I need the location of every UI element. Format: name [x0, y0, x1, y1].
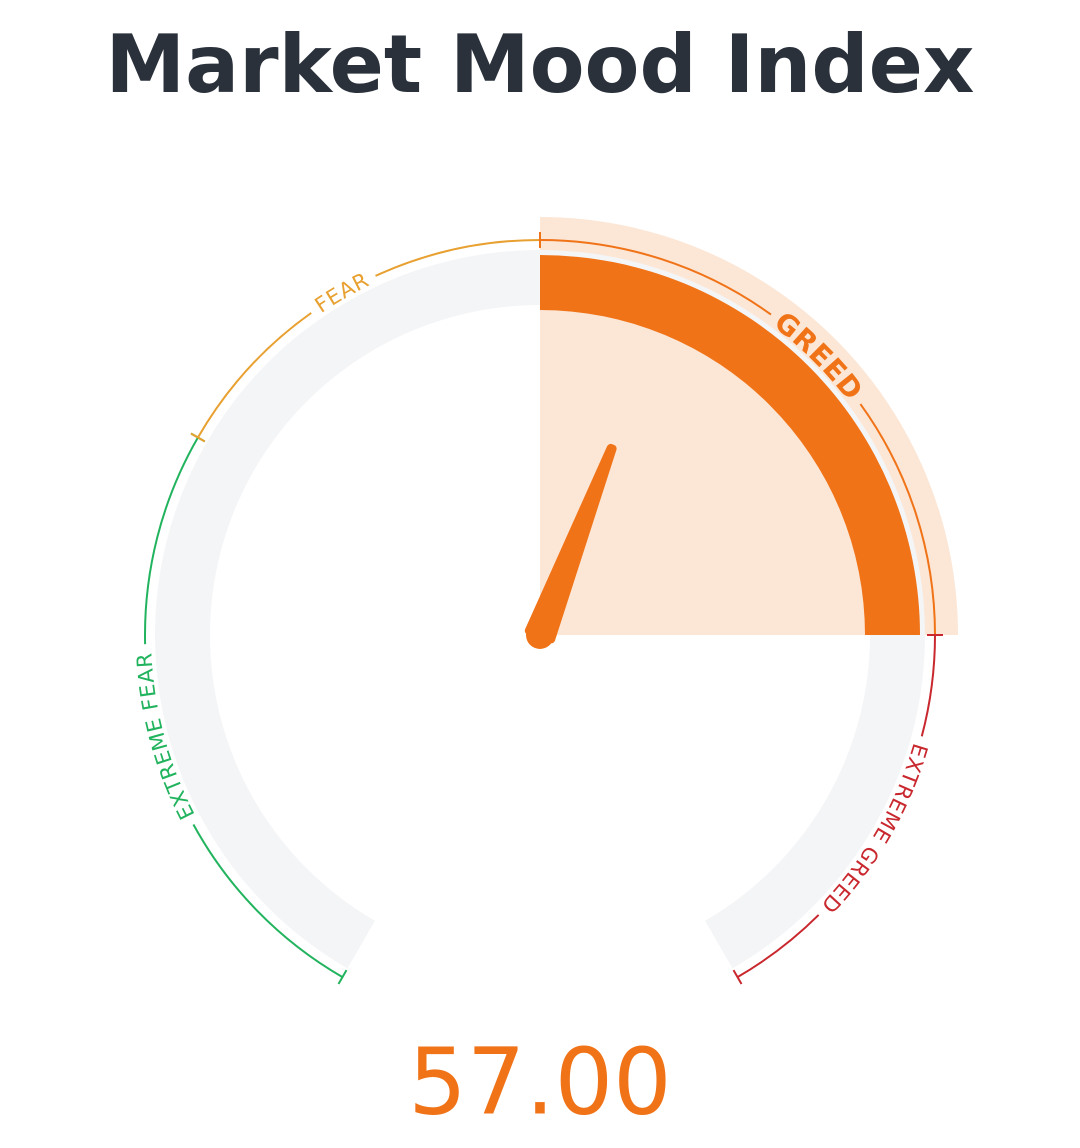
value-label: 57.00: [408, 1028, 671, 1135]
zone-bracket: [192, 824, 344, 978]
zone-bracket: [859, 403, 936, 636]
needle-hub: [526, 621, 554, 649]
zone-bracket: [920, 634, 936, 737]
zone-bracket: [375, 239, 541, 277]
chart-title: Market Mood Index: [106, 18, 975, 111]
active-band: [540, 255, 920, 635]
zone-tick: [337, 969, 348, 985]
zone-tick: [732, 969, 743, 985]
zone-bracket: [144, 437, 199, 645]
zone-tick: [190, 432, 206, 443]
zone-bracket: [539, 239, 772, 316]
zone-bracket: [197, 312, 312, 439]
zone-bracket: [736, 914, 820, 978]
